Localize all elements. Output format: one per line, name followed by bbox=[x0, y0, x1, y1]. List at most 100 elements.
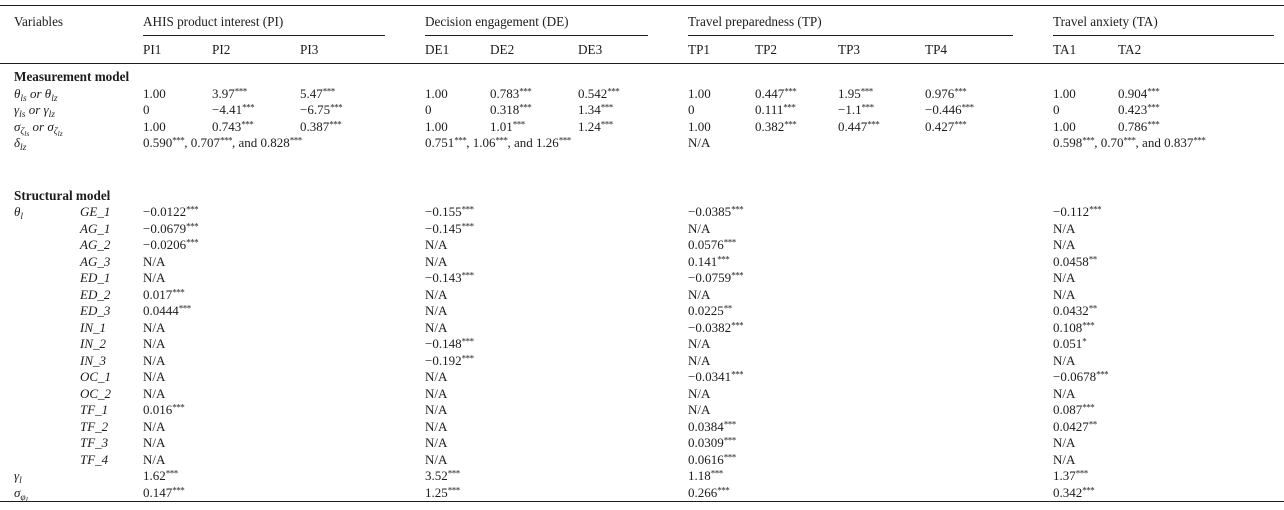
table-row: δlz 0.590***, 0.707***, and 0.828*** 0.751… bbox=[0, 135, 1284, 153]
covariate-label: ED_2 bbox=[80, 286, 111, 302]
value-cell: N/A bbox=[425, 435, 448, 450]
value-cell: 1.00 bbox=[688, 85, 711, 101]
value-cell: 0.342*** bbox=[1053, 484, 1095, 500]
spacer-row bbox=[0, 152, 1284, 183]
value-cell: −0.0678*** bbox=[1053, 369, 1109, 384]
covariate-label: IN_2 bbox=[80, 336, 106, 351]
covariate-label bbox=[80, 86, 143, 103]
value-cell: 0.423*** bbox=[1118, 102, 1160, 117]
table-row: θl GE_1 −0.0122*** −0.155*** −0.0385*** −0.11… bbox=[0, 204, 1284, 222]
value-cell: 0.598***, 0.70***, and 0.837*** bbox=[1053, 135, 1206, 150]
value-cell: N/A bbox=[1053, 220, 1076, 236]
value-cell: N/A bbox=[1053, 237, 1076, 252]
value-cell: 0.0444*** bbox=[143, 303, 191, 318]
value-cell: 0.111*** bbox=[755, 102, 796, 117]
table-row: IN_1 N/A N/A −0.0382*** 0.108*** bbox=[0, 320, 1284, 337]
value-cell: −0.192*** bbox=[425, 352, 474, 368]
covariate-label: TF_2 bbox=[80, 418, 109, 434]
group-header-tp-label: Travel preparedness (TP) bbox=[688, 14, 1014, 36]
col-header-tp2: TP2 bbox=[755, 37, 839, 64]
table-row: ED_3 0.0444*** N/A 0.0225** 0.0432** bbox=[0, 303, 1284, 320]
row-label bbox=[0, 369, 80, 386]
value-cell: N/A bbox=[425, 286, 448, 302]
value-cell: N/A bbox=[688, 286, 711, 302]
col-header-de2: DE2 bbox=[490, 37, 579, 64]
covariate-label: ED_1 bbox=[80, 270, 111, 285]
row-label: δlz bbox=[14, 135, 27, 153]
table-row: TF_3 N/A N/A 0.0309*** N/A bbox=[0, 435, 1284, 452]
value-cell: N/A bbox=[688, 220, 711, 236]
value-cell: 1.37*** bbox=[1053, 468, 1088, 483]
value-cell: 0.0427** bbox=[1053, 418, 1097, 434]
col-header-pi3: PI3 bbox=[300, 37, 426, 64]
group-header-pi: AHIS product interest (PI) bbox=[143, 6, 425, 38]
section-title: Measurement model bbox=[14, 69, 130, 84]
value-cell: 0.0309*** bbox=[688, 435, 736, 450]
value-cell: 0.0616*** bbox=[688, 451, 736, 467]
value-cell: N/A bbox=[1053, 451, 1076, 467]
row-label bbox=[0, 435, 80, 452]
value-cell: 0.427*** bbox=[925, 118, 967, 134]
value-cell: 1.00 bbox=[143, 118, 166, 134]
covariate-label: AG_2 bbox=[80, 237, 111, 252]
value-cell: N/A bbox=[425, 253, 448, 269]
value-cell: N/A bbox=[1053, 385, 1076, 401]
value-cell: 0.051* bbox=[1053, 336, 1087, 351]
value-cell: N/A bbox=[143, 435, 166, 450]
value-cell: 0 bbox=[143, 102, 150, 117]
value-cell: N/A bbox=[688, 336, 711, 351]
value-cell: N/A bbox=[1053, 270, 1076, 285]
section-header-row: Structural model bbox=[0, 183, 1284, 205]
value-cell: N/A bbox=[688, 135, 711, 150]
value-cell: 0.783*** bbox=[490, 85, 532, 101]
value-cell: N/A bbox=[688, 402, 711, 417]
table-row: IN_3 N/A −0.192*** N/A N/A bbox=[0, 353, 1284, 370]
covariate-label: TF_1 bbox=[80, 402, 109, 417]
section-header-row: Measurement model bbox=[0, 64, 1284, 86]
table-row: ED_1 N/A −0.143*** −0.0759*** N/A bbox=[0, 270, 1284, 287]
variables-header-label: Variables bbox=[14, 14, 64, 29]
value-cell: 0.0384*** bbox=[688, 418, 736, 434]
value-cell: 0.387*** bbox=[300, 118, 342, 134]
group-header-de-label: Decision engagement (DE) bbox=[425, 14, 649, 36]
value-cell: 1.95*** bbox=[838, 85, 873, 101]
group-header-row: Variables AHIS product interest (PI) Dec… bbox=[0, 5, 1284, 64]
value-cell: 0.318*** bbox=[490, 102, 532, 117]
value-cell: 0.108*** bbox=[1053, 319, 1095, 335]
covariate-label: GE_1 bbox=[80, 204, 111, 219]
value-cell: 0.0576*** bbox=[688, 237, 736, 252]
covariate-label: IN_1 bbox=[80, 319, 106, 335]
value-cell: 1.00 bbox=[425, 118, 448, 134]
value-cell: N/A bbox=[143, 369, 166, 384]
value-cell: 0.590***, 0.707***, and 0.828*** bbox=[143, 135, 302, 150]
value-cell: −0.155*** bbox=[425, 204, 474, 219]
covariate-label: AG_1 bbox=[80, 220, 111, 236]
value-cell: 3.52*** bbox=[425, 468, 460, 483]
value-cell: N/A bbox=[425, 451, 448, 467]
row-label bbox=[0, 353, 80, 370]
value-cell: N/A bbox=[425, 418, 448, 434]
row-label: γl bbox=[14, 468, 22, 486]
table-row: TF_4 N/A N/A 0.0616*** N/A bbox=[0, 452, 1284, 469]
table-body: Measurement model θls or θlz 1.00 3.97*** 5.… bbox=[0, 64, 1284, 503]
value-cell: −6.75*** bbox=[300, 102, 343, 117]
value-cell: 0.447*** bbox=[755, 85, 797, 101]
covariate-label bbox=[80, 119, 143, 136]
table-row: AG_1 −0.0679*** −0.145*** N/A N/A bbox=[0, 221, 1284, 238]
table-row: OC_2 N/A N/A N/A N/A bbox=[0, 386, 1284, 403]
value-cell: N/A bbox=[425, 237, 448, 252]
table-row: γls or γlz 0 −4.41*** −6.75*** 0 0.318*** 1.34… bbox=[0, 102, 1284, 120]
covariate-label: AG_3 bbox=[80, 253, 111, 269]
row-label bbox=[0, 336, 80, 353]
value-cell: N/A bbox=[143, 385, 166, 401]
value-cell: −0.148*** bbox=[425, 336, 474, 351]
covariate-label bbox=[80, 135, 143, 152]
value-cell: 1.34*** bbox=[578, 102, 613, 117]
row-label bbox=[0, 402, 80, 419]
row-label bbox=[0, 237, 80, 254]
value-cell: N/A bbox=[425, 369, 448, 384]
value-cell: N/A bbox=[1053, 435, 1076, 450]
value-cell: 0 bbox=[1053, 102, 1060, 117]
subcolumn-header-row: PI1 PI2 PI3 DE1 DE2 DE3 TP1 TP2 TP3 TP4 … bbox=[0, 37, 1284, 64]
group-header-ta-label: Travel anxiety (TA) bbox=[1053, 14, 1275, 36]
